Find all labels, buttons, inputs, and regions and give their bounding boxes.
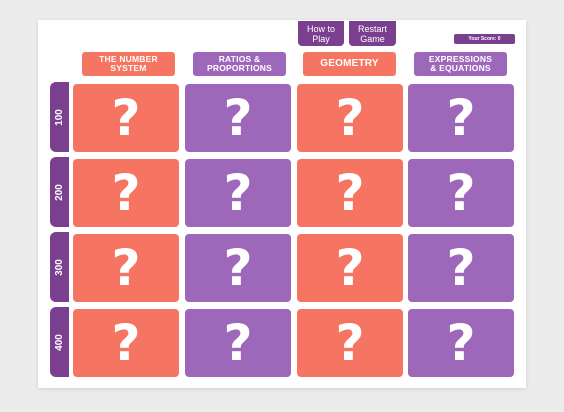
question-mark-icon: ? [223,89,253,147]
question-tile-expressions-100[interactable]: ? [408,84,514,152]
question-mark-icon: ? [335,239,365,297]
question-tile-ratios-100[interactable]: ? [185,84,291,152]
row-value: 400 [54,333,65,351]
score-label: Your Score: 0 [468,36,501,42]
row-value: 200 [54,183,65,201]
question-tile-number-system-200[interactable]: ? [73,159,179,227]
question-tile-ratios-300[interactable]: ? [185,234,291,302]
question-tile-geometry-300[interactable]: ? [297,234,403,302]
question-mark-icon: ? [111,164,141,222]
question-tile-geometry-200[interactable]: ? [297,159,403,227]
score-display: Your Score: 0 [454,34,515,44]
question-mark-icon: ? [111,314,141,372]
question-tile-ratios-200[interactable]: ? [185,159,291,227]
row-value: 300 [54,258,65,276]
row-label-300: 300 [50,232,69,302]
row-value: 100 [54,108,65,126]
question-tile-number-system-100[interactable]: ? [73,84,179,152]
restart-game-button[interactable]: Restart Game [348,20,397,47]
category-label: GEOMETRY [320,58,379,70]
question-tile-geometry-400[interactable]: ? [297,309,403,377]
row-label-200: 200 [50,157,69,227]
question-tile-ratios-400[interactable]: ? [185,309,291,377]
question-tile-expressions-300[interactable]: ? [408,234,514,302]
question-mark-icon: ? [335,314,365,372]
question-mark-icon: ? [223,164,253,222]
question-mark-icon: ? [446,314,476,372]
question-tile-geometry-100[interactable]: ? [297,84,403,152]
restart-game-label: Restart Game [357,23,387,44]
question-tile-expressions-200[interactable]: ? [408,159,514,227]
category-header-expressions: EXPRESSIONS & EQUATIONS [414,52,507,76]
question-tile-number-system-300[interactable]: ? [73,234,179,302]
question-mark-icon: ? [446,164,476,222]
how-to-play-button[interactable]: How to Play [297,20,345,47]
question-mark-icon: ? [335,89,365,147]
row-label-400: 400 [50,307,69,377]
question-mark-icon: ? [111,239,141,297]
question-mark-icon: ? [446,89,476,147]
category-header-geometry: GEOMETRY [303,52,396,76]
question-mark-icon: ? [223,314,253,372]
category-label: THE NUMBER SYSTEM [99,53,158,73]
category-header-ratios: RATIOS & PROPORTIONS [193,52,286,76]
question-tile-expressions-400[interactable]: ? [408,309,514,377]
category-label: RATIOS & PROPORTIONS [206,53,272,73]
category-label: EXPRESSIONS & EQUATIONS [428,53,493,73]
question-mark-icon: ? [223,239,253,297]
row-label-100: 100 [50,82,69,152]
question-tile-number-system-400[interactable]: ? [73,309,179,377]
how-to-play-label: How to Play [306,23,335,44]
category-header-number-system: THE NUMBER SYSTEM [82,52,175,76]
question-mark-icon: ? [335,164,365,222]
question-mark-icon: ? [111,89,141,147]
question-mark-icon: ? [446,239,476,297]
